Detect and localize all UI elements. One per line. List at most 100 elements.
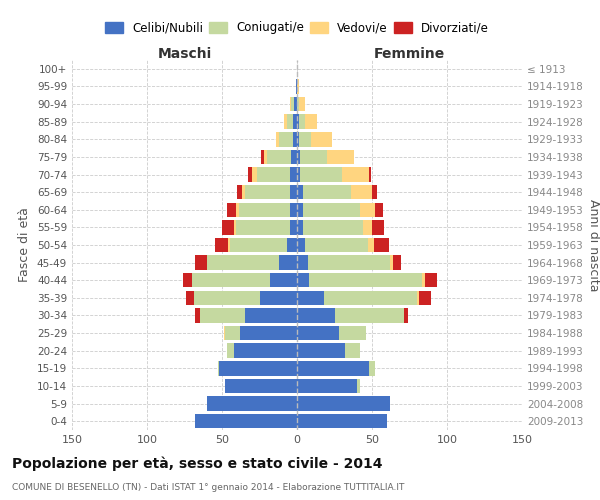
Bar	[195, 256, 207, 270]
Bar	[245, 185, 290, 200]
Bar	[235, 220, 290, 234]
Text: Maschi: Maschi	[157, 47, 212, 61]
Bar	[297, 396, 390, 411]
Bar	[293, 132, 297, 146]
Bar	[425, 273, 437, 287]
Bar	[390, 256, 393, 270]
Bar	[324, 290, 417, 305]
Bar	[284, 114, 287, 129]
Bar	[287, 114, 293, 129]
Bar	[195, 308, 199, 322]
Bar	[311, 132, 331, 146]
Bar	[335, 308, 404, 322]
Text: Popolazione per età, sesso e stato civile - 2014: Popolazione per età, sesso e stato civil…	[12, 456, 383, 471]
Bar	[369, 168, 371, 181]
Bar	[297, 150, 300, 164]
Bar	[219, 361, 297, 376]
Bar	[270, 273, 297, 287]
Bar	[297, 168, 300, 181]
Bar	[419, 290, 431, 305]
Bar	[367, 238, 373, 252]
Bar	[417, 290, 419, 305]
Bar	[186, 290, 193, 305]
Bar	[237, 185, 241, 200]
Bar	[234, 344, 297, 358]
Bar	[297, 97, 299, 112]
Bar	[308, 256, 390, 270]
Bar	[327, 150, 354, 164]
Bar	[297, 378, 357, 393]
Bar	[297, 185, 303, 200]
Bar	[290, 168, 297, 181]
Bar	[393, 256, 401, 270]
Bar	[229, 238, 287, 252]
Bar	[257, 168, 290, 181]
Bar	[303, 220, 363, 234]
Bar	[375, 202, 383, 217]
Bar	[297, 79, 299, 94]
Bar	[276, 132, 279, 146]
Bar	[287, 238, 297, 252]
Bar	[309, 273, 421, 287]
Bar	[183, 273, 192, 287]
Bar	[215, 238, 228, 252]
Bar	[297, 220, 303, 234]
Bar	[299, 97, 305, 112]
Bar	[290, 220, 297, 234]
Bar	[297, 344, 345, 358]
Bar	[297, 114, 299, 129]
Bar	[303, 185, 351, 200]
Bar	[299, 132, 311, 146]
Bar	[372, 220, 384, 234]
Bar	[279, 256, 297, 270]
Bar	[296, 79, 297, 94]
Bar	[297, 308, 335, 322]
Bar	[372, 185, 377, 200]
Text: Femmine: Femmine	[374, 47, 445, 61]
Bar	[290, 185, 297, 200]
Bar	[293, 114, 297, 129]
Bar	[225, 378, 297, 393]
Bar	[297, 273, 309, 287]
Bar	[222, 220, 234, 234]
Bar	[290, 97, 291, 112]
Bar	[305, 114, 317, 129]
Bar	[240, 326, 297, 340]
Bar	[195, 414, 297, 428]
Y-axis label: Anni di nascita: Anni di nascita	[587, 198, 600, 291]
Bar	[297, 132, 299, 146]
Bar	[252, 168, 257, 181]
Bar	[297, 290, 324, 305]
Bar	[291, 150, 297, 164]
Bar	[297, 202, 303, 217]
Bar	[260, 290, 297, 305]
Bar	[369, 361, 375, 376]
Bar	[192, 273, 270, 287]
Y-axis label: Fasce di età: Fasce di età	[19, 208, 31, 282]
Bar	[234, 220, 235, 234]
Bar	[235, 202, 239, 217]
Bar	[345, 344, 360, 358]
Bar	[267, 150, 291, 164]
Bar	[199, 308, 245, 322]
Bar	[297, 326, 339, 340]
Bar	[245, 308, 297, 322]
Bar	[300, 150, 327, 164]
Bar	[339, 326, 366, 340]
Bar	[227, 202, 235, 217]
Bar	[303, 202, 360, 217]
Bar	[207, 256, 279, 270]
Bar	[297, 414, 387, 428]
Text: COMUNE DI BESENELLO (TN) - Dati ISTAT 1° gennaio 2014 - Elaborazione TUTTITALIA.: COMUNE DI BESENELLO (TN) - Dati ISTAT 1°…	[12, 484, 404, 492]
Bar	[404, 308, 408, 322]
Legend: Celibi/Nubili, Coniugati/e, Vedovi/e, Divorziati/e: Celibi/Nubili, Coniugati/e, Vedovi/e, Di…	[101, 18, 493, 38]
Bar	[297, 361, 369, 376]
Bar	[291, 97, 294, 112]
Bar	[261, 150, 264, 164]
Bar	[305, 238, 367, 252]
Bar	[297, 238, 305, 252]
Bar	[248, 168, 252, 181]
Bar	[223, 326, 225, 340]
Bar	[218, 361, 219, 376]
Bar	[300, 168, 342, 181]
